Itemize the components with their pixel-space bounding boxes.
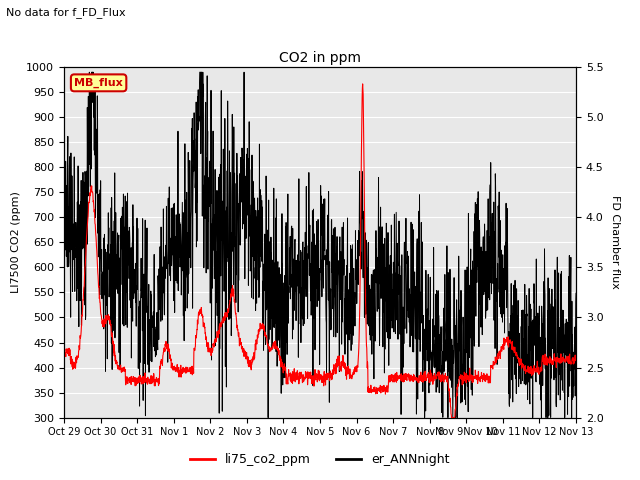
- Text: MB_flux: MB_flux: [74, 78, 123, 88]
- Title: CO2 in ppm: CO2 in ppm: [279, 51, 361, 65]
- Text: No data for f_FD_Flux: No data for f_FD_Flux: [6, 7, 126, 18]
- Y-axis label: FD Chamber flux: FD Chamber flux: [610, 195, 620, 289]
- Legend: li75_co2_ppm, er_ANNnight: li75_co2_ppm, er_ANNnight: [186, 448, 454, 471]
- Y-axis label: LI7500 CO2 (ppm): LI7500 CO2 (ppm): [11, 192, 20, 293]
